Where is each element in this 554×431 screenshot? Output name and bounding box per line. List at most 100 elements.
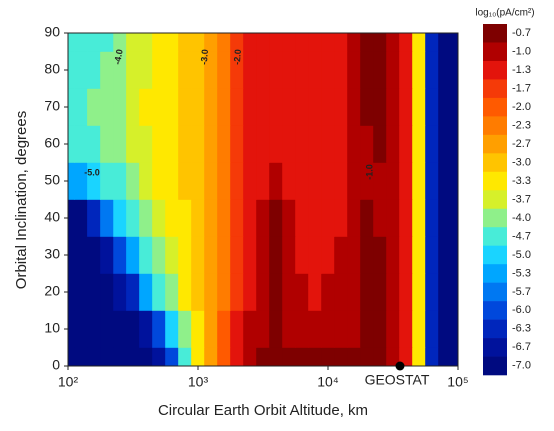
cell (373, 347, 387, 367)
cell (126, 273, 140, 311)
colorbar-swatch (483, 301, 507, 320)
geostat-point (395, 361, 405, 371)
colorbar-swatch (483, 24, 507, 43)
colorbar-label: -7.0 (512, 360, 531, 372)
cell (334, 125, 348, 163)
y-tick-label: 60 (44, 135, 60, 151)
cell (139, 162, 153, 200)
cell (217, 88, 231, 126)
cell (282, 310, 296, 348)
cell (308, 199, 322, 237)
cell (87, 88, 101, 126)
cell (282, 51, 296, 89)
cell (87, 32, 101, 52)
cell (438, 310, 452, 348)
cell (178, 273, 192, 311)
cell (100, 125, 114, 163)
plot-frame (67, 32, 459, 367)
cell (334, 88, 348, 126)
cell (74, 273, 88, 311)
cell (204, 273, 218, 311)
cell (165, 125, 179, 163)
cell (347, 162, 361, 200)
cell (165, 273, 179, 311)
y-tick-label: 10 (44, 320, 60, 336)
cell (373, 125, 387, 163)
cell (204, 199, 218, 237)
colorbar-label: -3.7 (512, 193, 531, 205)
geostat-label: GEOSTAT (365, 372, 430, 388)
cell (243, 51, 257, 89)
cell (373, 32, 387, 52)
cell (67, 310, 75, 348)
cell (230, 162, 244, 200)
cell (230, 236, 244, 274)
contour-label: -1.0 (364, 164, 374, 180)
cell (282, 88, 296, 126)
cell (256, 347, 270, 367)
cell (282, 125, 296, 163)
cell (269, 199, 283, 237)
cell (165, 236, 179, 274)
cell (386, 88, 400, 126)
contour-label: -4.0 (112, 48, 125, 65)
cell (152, 51, 166, 89)
cell (178, 32, 192, 52)
cell (373, 51, 387, 89)
colorbar-swatch (483, 134, 507, 154)
y-tick-label: 20 (44, 283, 60, 299)
colorbar-label: -1.0 (512, 46, 531, 58)
cell (438, 32, 452, 52)
cell (126, 32, 140, 52)
cell (67, 32, 75, 52)
cell (126, 88, 140, 126)
cell (438, 162, 452, 200)
cell (295, 51, 309, 89)
cell (113, 310, 127, 348)
cell (67, 125, 75, 163)
cell (178, 51, 192, 89)
colorbar-swatch (483, 208, 507, 228)
cell (204, 32, 218, 52)
cell (321, 51, 335, 89)
cell (126, 125, 140, 163)
cell (295, 88, 309, 126)
cell (412, 273, 426, 311)
cell (425, 51, 439, 89)
cell (74, 32, 88, 52)
cell (191, 162, 205, 200)
colorbar-label: -5.0 (512, 249, 531, 261)
cell (243, 88, 257, 126)
cell (451, 273, 459, 311)
cell (321, 273, 335, 311)
cell (87, 273, 101, 311)
colorbar-label: -3.0 (512, 156, 531, 168)
colorbar-swatch (483, 264, 507, 283)
cell (256, 199, 270, 237)
cell (178, 347, 192, 367)
cell (113, 125, 127, 163)
cell (191, 347, 205, 367)
cell (256, 273, 270, 311)
cell (334, 310, 348, 348)
colorbar-title: log₁₀(pA/cm²) (475, 8, 534, 19)
cell (126, 199, 140, 237)
cell (165, 88, 179, 126)
cell (321, 88, 335, 126)
x-tick-label: 10³ (188, 374, 209, 390)
cell (412, 88, 426, 126)
cell (334, 273, 348, 311)
colorbar-label: -6.7 (512, 341, 531, 353)
cell (269, 310, 283, 348)
cell (360, 32, 374, 52)
cell (191, 88, 205, 126)
cell (74, 236, 88, 274)
cell (438, 199, 452, 237)
cell (282, 273, 296, 311)
cell (126, 236, 140, 274)
cell (360, 310, 374, 348)
cell (165, 347, 179, 367)
cell (152, 125, 166, 163)
cell (74, 347, 88, 367)
